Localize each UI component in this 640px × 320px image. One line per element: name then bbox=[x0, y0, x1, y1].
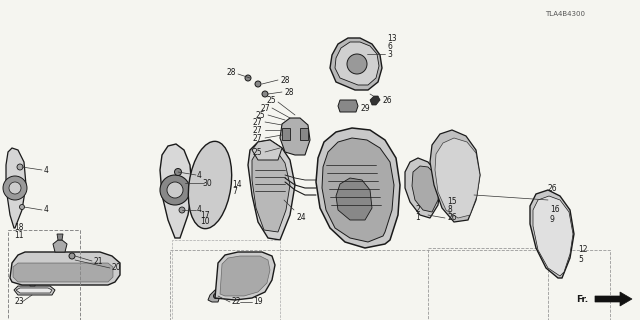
Polygon shape bbox=[338, 100, 358, 112]
Circle shape bbox=[175, 169, 182, 175]
Text: 25: 25 bbox=[255, 110, 264, 119]
Circle shape bbox=[17, 164, 23, 170]
Polygon shape bbox=[220, 256, 270, 296]
Text: 10: 10 bbox=[200, 218, 210, 227]
Text: 2: 2 bbox=[415, 205, 420, 214]
Text: 26: 26 bbox=[382, 95, 392, 105]
Polygon shape bbox=[215, 252, 275, 300]
Polygon shape bbox=[300, 128, 308, 140]
Polygon shape bbox=[13, 263, 113, 282]
Text: 25: 25 bbox=[252, 148, 262, 156]
Polygon shape bbox=[252, 140, 282, 160]
Text: 4: 4 bbox=[44, 165, 49, 174]
Text: 22: 22 bbox=[231, 298, 241, 307]
Text: 4: 4 bbox=[197, 205, 202, 214]
Polygon shape bbox=[208, 288, 225, 302]
Polygon shape bbox=[252, 148, 290, 232]
Text: 21: 21 bbox=[93, 257, 102, 266]
Text: 18: 18 bbox=[14, 223, 24, 233]
Text: 29: 29 bbox=[360, 103, 370, 113]
Text: 20: 20 bbox=[111, 263, 120, 273]
Circle shape bbox=[245, 75, 251, 81]
Text: 16: 16 bbox=[550, 205, 559, 214]
Text: 28: 28 bbox=[284, 87, 294, 97]
Bar bbox=[8, 230, 80, 320]
Polygon shape bbox=[282, 128, 290, 140]
Text: 30: 30 bbox=[202, 179, 212, 188]
Text: 27: 27 bbox=[260, 103, 269, 113]
Text: 7: 7 bbox=[232, 188, 237, 196]
Polygon shape bbox=[533, 196, 573, 276]
Polygon shape bbox=[405, 158, 440, 218]
Text: 17: 17 bbox=[200, 211, 210, 220]
Circle shape bbox=[160, 175, 190, 205]
Circle shape bbox=[255, 81, 261, 87]
Polygon shape bbox=[316, 128, 400, 248]
Polygon shape bbox=[330, 38, 382, 90]
Polygon shape bbox=[430, 130, 480, 222]
Circle shape bbox=[69, 253, 75, 259]
Text: 19: 19 bbox=[253, 298, 262, 307]
Polygon shape bbox=[248, 140, 295, 240]
Text: 13: 13 bbox=[387, 34, 397, 43]
Text: 12: 12 bbox=[578, 245, 588, 254]
Bar bbox=[170, 250, 610, 320]
Polygon shape bbox=[10, 252, 120, 285]
Text: 8: 8 bbox=[447, 205, 452, 214]
Text: 27: 27 bbox=[252, 133, 262, 142]
Polygon shape bbox=[435, 138, 480, 218]
Text: 3: 3 bbox=[387, 50, 392, 59]
Text: 23: 23 bbox=[14, 298, 24, 307]
Text: 27: 27 bbox=[252, 117, 262, 126]
Text: 5: 5 bbox=[578, 255, 583, 265]
Text: 1: 1 bbox=[415, 213, 420, 222]
Polygon shape bbox=[336, 178, 372, 220]
Polygon shape bbox=[160, 144, 192, 238]
Circle shape bbox=[3, 176, 27, 200]
Circle shape bbox=[347, 54, 367, 74]
Polygon shape bbox=[57, 234, 63, 240]
Text: Fr.: Fr. bbox=[576, 294, 588, 303]
Text: 28: 28 bbox=[280, 76, 289, 84]
Text: 28: 28 bbox=[226, 68, 236, 76]
Text: TLA4B4300: TLA4B4300 bbox=[545, 11, 585, 17]
Polygon shape bbox=[53, 240, 67, 252]
Text: 15: 15 bbox=[447, 197, 456, 206]
Bar bbox=[172, 240, 280, 320]
Text: 24: 24 bbox=[296, 213, 306, 222]
Text: 26: 26 bbox=[548, 183, 557, 193]
Text: 6: 6 bbox=[387, 42, 392, 51]
Polygon shape bbox=[6, 148, 26, 228]
Text: 26: 26 bbox=[447, 213, 456, 222]
Circle shape bbox=[167, 182, 183, 198]
Bar bbox=[428, 248, 548, 320]
Text: 11: 11 bbox=[14, 231, 24, 241]
Polygon shape bbox=[16, 288, 52, 293]
Polygon shape bbox=[280, 118, 310, 155]
Circle shape bbox=[214, 293, 218, 299]
Circle shape bbox=[19, 204, 24, 210]
Polygon shape bbox=[370, 96, 380, 105]
Polygon shape bbox=[14, 286, 55, 295]
Polygon shape bbox=[595, 292, 632, 306]
Text: 25: 25 bbox=[266, 95, 276, 105]
Polygon shape bbox=[335, 42, 379, 85]
Text: 14: 14 bbox=[232, 180, 242, 188]
Text: 4: 4 bbox=[44, 205, 49, 214]
Text: 9: 9 bbox=[550, 215, 555, 225]
Circle shape bbox=[262, 91, 268, 97]
Circle shape bbox=[9, 182, 21, 194]
Polygon shape bbox=[412, 166, 439, 212]
Ellipse shape bbox=[188, 141, 232, 229]
Polygon shape bbox=[530, 190, 574, 278]
Polygon shape bbox=[29, 278, 36, 286]
Text: 27: 27 bbox=[252, 125, 262, 134]
Circle shape bbox=[179, 207, 185, 213]
Text: 4: 4 bbox=[197, 171, 202, 180]
Polygon shape bbox=[322, 138, 394, 242]
